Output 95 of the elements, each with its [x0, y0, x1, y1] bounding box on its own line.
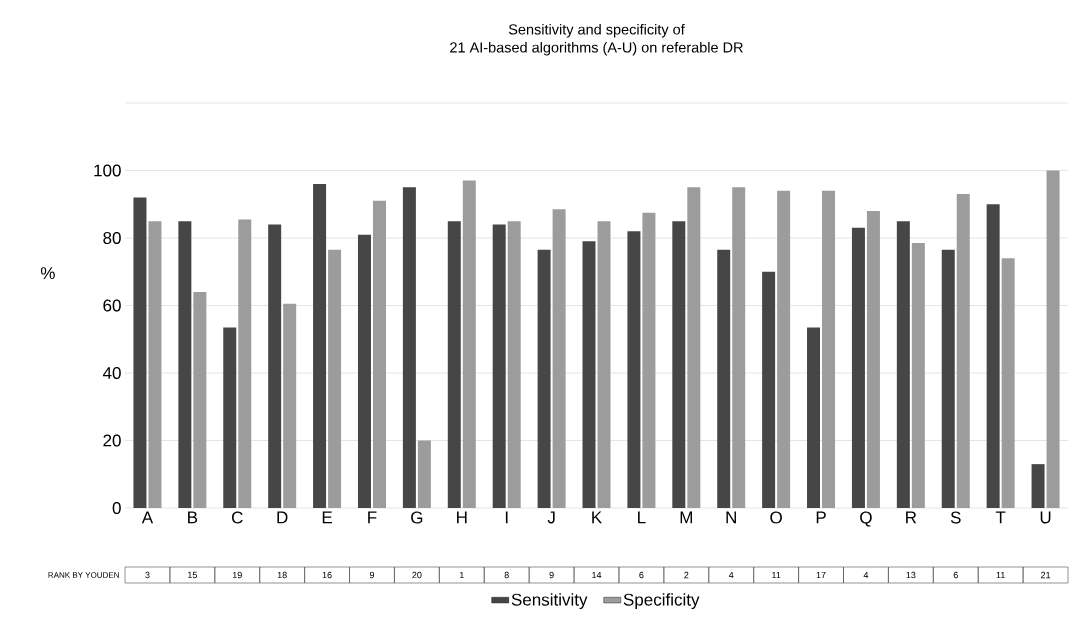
bar: [223, 327, 237, 508]
x-tick-label: E: [322, 511, 333, 524]
bar: [986, 204, 1000, 508]
x-tick-label: G: [411, 511, 423, 524]
bar: [507, 221, 521, 508]
text: 17: [816, 571, 826, 579]
x-tick-label: I: [505, 511, 508, 524]
bar: [732, 187, 746, 508]
x-tick-label: A: [141, 511, 154, 524]
y-tick-label: 40: [102, 366, 121, 380]
bar: [1046, 170, 1060, 508]
y-tick-label: 100: [94, 164, 121, 177]
bar: [492, 224, 506, 508]
bar: [597, 221, 611, 508]
text: 16: [322, 571, 332, 579]
legend-label: Sensitivity: [511, 593, 588, 610]
bar: [313, 184, 327, 508]
bar: [357, 234, 371, 508]
text: 4: [728, 571, 734, 579]
x-tick-label: L: [638, 511, 646, 524]
bar: [642, 212, 656, 508]
bar: [822, 190, 836, 508]
bar: [1001, 258, 1015, 508]
bar: [178, 221, 192, 508]
text: RANK BY YOUDEN: [48, 572, 119, 578]
text: 19: [232, 571, 242, 579]
bar: [268, 224, 282, 508]
x-tick-label: K: [592, 511, 602, 524]
x-tick-label: R: [906, 511, 917, 524]
x-tick-label: J: [547, 511, 555, 524]
text: 4: [863, 571, 869, 579]
bar: [687, 187, 701, 508]
text: 14: [592, 571, 602, 579]
text: 13: [906, 571, 916, 579]
text: 1: [459, 571, 464, 579]
bar: [896, 221, 910, 508]
text: 3: [145, 571, 150, 579]
text: 9: [369, 571, 375, 579]
text: 8: [504, 571, 509, 579]
bar: [956, 194, 970, 508]
bar: [193, 292, 207, 508]
bar: [717, 249, 731, 508]
bar: [911, 243, 925, 508]
x-tick-label: D: [277, 511, 288, 524]
bar: [447, 221, 461, 508]
y-tick-label: 80: [103, 231, 121, 245]
x-tick-label: M: [680, 511, 692, 524]
bar: [238, 219, 252, 508]
bar: [762, 271, 776, 508]
x-tick-label: C: [231, 511, 243, 524]
text: 6: [639, 571, 644, 579]
bar: [133, 197, 147, 508]
x-tick-label: U: [1040, 511, 1051, 524]
bar: [402, 187, 416, 508]
chart-title: Sensitivity and specificity of 21 AI-based algorithms (A-U) on referable DR: [450, 23, 743, 56]
x-tick-label: N: [726, 511, 736, 524]
y-axis-title: %: [40, 267, 55, 280]
y-tick-label: 60: [103, 299, 121, 312]
text: 21: [1041, 571, 1051, 579]
text: 20: [412, 571, 422, 579]
bar: [777, 190, 791, 508]
bar: [627, 231, 641, 508]
bar: [582, 241, 596, 508]
x-tick-label: H: [457, 511, 467, 524]
x-tick-label: F: [368, 511, 377, 524]
x-tick-label: T: [995, 511, 1006, 524]
text: 6: [953, 571, 958, 579]
bar: [851, 227, 865, 508]
bar: [537, 249, 551, 508]
text: 11: [772, 571, 781, 579]
text: 15: [188, 571, 197, 579]
bar: [807, 327, 821, 508]
text: 2: [684, 571, 689, 579]
x-tick-label: B: [188, 511, 198, 524]
bar: [417, 440, 431, 508]
bar: [328, 249, 342, 508]
bar: [866, 211, 880, 508]
x-tick-label: Q: [860, 511, 872, 527]
bar: [1031, 464, 1045, 508]
text: 9: [549, 571, 554, 579]
legend-label: Specificity: [623, 593, 700, 610]
bar: [672, 221, 686, 508]
bar: [552, 209, 566, 508]
x-tick-label: S: [950, 511, 961, 524]
y-tick-label: 0: [112, 501, 121, 515]
bar: [462, 180, 476, 508]
bar: [148, 221, 162, 508]
text: 11: [996, 571, 1005, 579]
bar: [283, 303, 297, 508]
bar: [941, 249, 955, 508]
y-tick-label: 20: [103, 434, 121, 447]
text: 18: [277, 571, 287, 579]
x-tick-label: O: [770, 511, 782, 524]
bar: [372, 200, 386, 508]
x-tick-label: P: [816, 511, 826, 524]
